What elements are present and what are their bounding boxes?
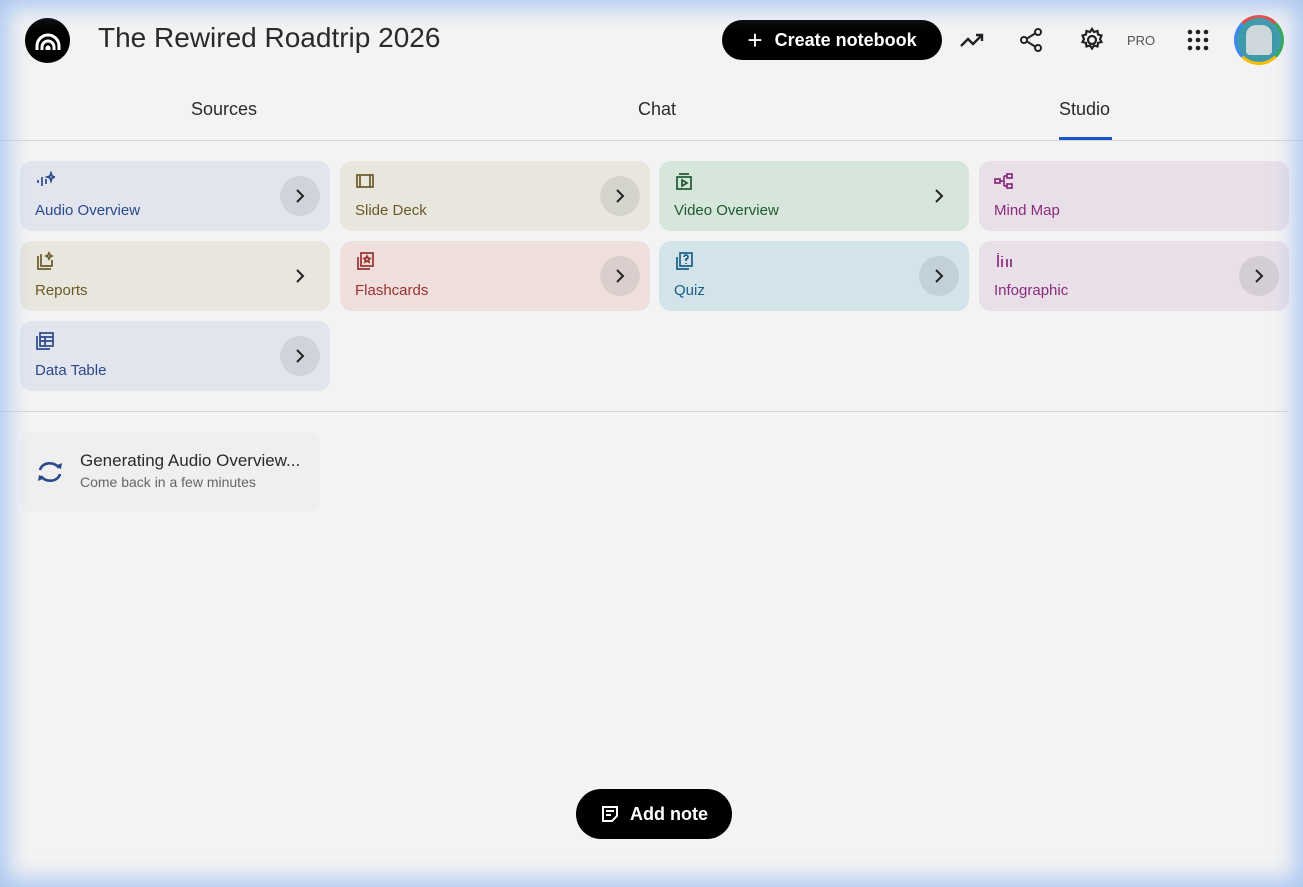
chevron-right-icon[interactable] [1239, 256, 1279, 296]
analytics-trend-icon[interactable] [958, 26, 986, 54]
studio-card-label: Data Table [35, 362, 107, 379]
studio-card-slide-deck[interactable]: Slide Deck [340, 161, 650, 231]
add-note-label: Add note [630, 803, 708, 824]
studio-card-video-overview[interactable]: Video Overview [659, 161, 969, 231]
slides-icon [356, 174, 374, 188]
studio-card-data-table[interactable]: Data Table [20, 321, 330, 391]
video-icon [676, 173, 692, 190]
studio-card-mind-map[interactable]: Mind Map [979, 161, 1289, 231]
settings-gear-icon[interactable] [1078, 26, 1106, 54]
studio-card-label: Mind Map [994, 202, 1060, 219]
generating-audio-overview-item: Generating Audio Overview... Come back i… [20, 432, 320, 512]
tab-sources[interactable]: Sources [191, 99, 258, 119]
studio-card-label: Audio Overview [35, 202, 141, 219]
studio-card-label: Reports [35, 282, 88, 299]
chevron-right-icon[interactable] [919, 256, 959, 296]
robot-avatar-image [1246, 25, 1272, 55]
plus-icon: + [747, 25, 763, 55]
apps-grid-icon[interactable] [1184, 26, 1212, 54]
create-notebook-button[interactable]: + Create notebook [722, 20, 942, 60]
pro-badge: PRO [1127, 33, 1156, 48]
notebook-title[interactable]: The Rewired Roadtrip 2026 [98, 22, 441, 53]
active-tab-indicator [1059, 137, 1112, 140]
flashcards-icon [357, 252, 374, 270]
chevron-right-icon[interactable] [280, 256, 320, 296]
studio-card-flashcards[interactable]: Flashcards [340, 241, 650, 311]
studio-card-infographic[interactable]: Infographic [979, 241, 1289, 311]
audio-waveform-sparkle-icon [37, 171, 55, 186]
studio-card-label: Infographic [994, 282, 1069, 299]
share-icon[interactable] [1017, 26, 1045, 54]
add-note-button[interactable]: Add note [576, 789, 732, 839]
generating-title: Generating Audio Overview... [80, 451, 301, 470]
sync-icon [38, 462, 62, 482]
section-divider [0, 411, 1288, 412]
studio-card-label: Flashcards [355, 282, 429, 299]
studio-card-label: Quiz [674, 282, 705, 299]
mind-map-icon [994, 173, 1013, 189]
chevron-right-icon[interactable] [280, 176, 320, 216]
tab-divider [0, 140, 1303, 141]
chevron-right-icon[interactable] [280, 336, 320, 376]
tab-studio[interactable]: Studio [1059, 99, 1111, 119]
studio-card-label: Video Overview [674, 202, 779, 219]
studio-card-quiz[interactable]: Quiz [659, 241, 969, 311]
tab-chat[interactable]: Chat [638, 99, 677, 119]
studio-card-reports[interactable]: Reports [20, 241, 330, 311]
infographic-icon [997, 253, 1012, 267]
account-avatar[interactable] [1234, 15, 1284, 65]
data-table-icon [36, 332, 54, 350]
create-notebook-label: Create notebook [774, 29, 917, 50]
studio-card-label: Slide Deck [355, 202, 427, 219]
chevron-right-icon[interactable] [919, 176, 959, 216]
chevron-right-icon[interactable] [600, 256, 640, 296]
chevron-right-icon[interactable] [600, 176, 640, 216]
studio-card-audio-overview[interactable]: Audio Overview [20, 161, 330, 231]
generating-subtitle: Come back in a few minutes [80, 474, 256, 490]
logo-icon [35, 33, 60, 50]
notebooklm-logo[interactable] [25, 18, 70, 63]
reports-icon [37, 251, 54, 270]
quiz-icon [676, 252, 693, 270]
note-icon [602, 806, 618, 822]
